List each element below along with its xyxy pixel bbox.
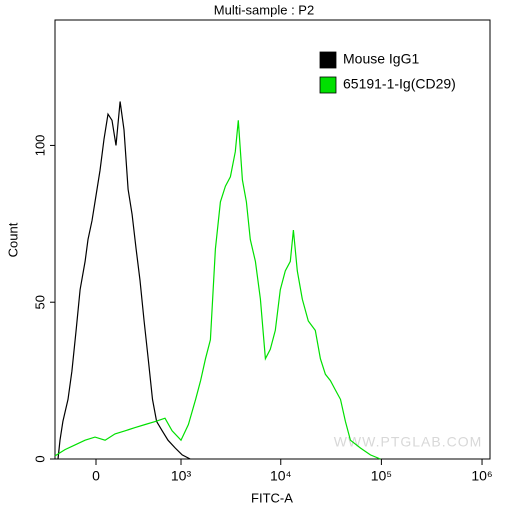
y-tick-label: 100 bbox=[32, 135, 47, 157]
x-tick-label: 10⁴ bbox=[270, 468, 292, 484]
x-tick-label: 10⁶ bbox=[471, 468, 492, 484]
x-tick-label: 10⁵ bbox=[371, 468, 392, 484]
watermark: WWW.PTGLAB.COM bbox=[334, 434, 483, 450]
legend-label: Mouse IgG1 bbox=[343, 51, 419, 67]
y-axis-label: Count bbox=[5, 222, 20, 257]
legend-swatch bbox=[319, 76, 337, 94]
x-tick-label: 0 bbox=[92, 468, 100, 484]
y-tick-label: 50 bbox=[32, 295, 47, 309]
x-tick-label: 10³ bbox=[171, 468, 192, 484]
legend-label: 65191-1-Ig(CD29) bbox=[343, 76, 456, 92]
y-tick-label: 0 bbox=[32, 455, 47, 462]
legend-swatch bbox=[319, 51, 337, 69]
chart-title: Multi-sample : P2 bbox=[214, 2, 314, 17]
histogram-line bbox=[54, 120, 381, 460]
histogram-line bbox=[57, 101, 191, 460]
plot-frame bbox=[54, 19, 491, 460]
x-axis-label: FITC-A bbox=[251, 490, 293, 505]
